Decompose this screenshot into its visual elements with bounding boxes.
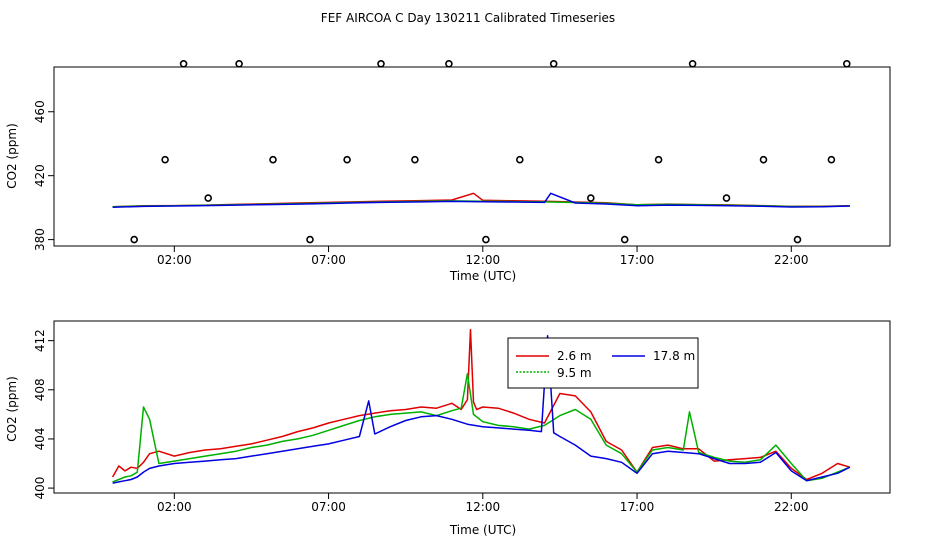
panel-top-outlier-point: [722, 194, 731, 202]
panel-top-frame: [53, 66, 891, 247]
panel-top-outlier-point: [688, 59, 697, 68]
legend-label-17-8m: 17.8 m: [653, 349, 695, 363]
panel-top-outlier-point: [306, 235, 314, 244]
panel-top-outlier-point: [204, 194, 212, 202]
figure-title: FEF AIRCOA C Day 130211 Calibrated Times…: [321, 11, 615, 25]
panel-top-y-axis: 380 420 460: [33, 100, 54, 251]
panel-bottom-series-2-6-m: [111, 328, 851, 481]
panel-top-x-label: Time (UTC): [449, 269, 516, 283]
panel-top-x-axis: 02:00 07:00 12:00 17:00 22:00: [157, 246, 809, 267]
panel-top-outlier-point: [793, 235, 802, 244]
panel-bottom-y-tick-label: 408: [33, 378, 47, 401]
panel-top-outlier-point: [586, 194, 595, 202]
panel-top-series: [112, 192, 850, 208]
panel-top-x-tick-label: 07:00: [311, 253, 346, 267]
panel-bottom-y-tick-label: 412: [33, 329, 47, 352]
panel-top-outlier-point: [161, 155, 169, 164]
panel-top-outlier-point: [130, 235, 138, 244]
panel-top-outlier-point: [179, 59, 188, 68]
panel-top-x-tick-label: 17:00: [620, 253, 655, 267]
panel-top-outlier-point: [827, 155, 836, 164]
panel-top-y-tick-label: 380: [33, 228, 47, 251]
panel-top-outlier-point: [411, 155, 419, 164]
panel-top-y-tick-label: 460: [33, 100, 47, 123]
panel-top-outlier-point: [515, 155, 524, 164]
panel-top-outlier-point: [620, 235, 629, 244]
legend-label-2-6m: 2.6 m: [557, 349, 592, 363]
panel-top-outlier-point: [445, 59, 453, 68]
legend-box: [507, 337, 699, 389]
panel-top-outlier-point: [269, 155, 277, 164]
panel-top-x-tick-label: 02:00: [157, 253, 192, 267]
panel-top-outlier-point: [759, 155, 768, 164]
panel-bottom: 02:00 07:00 12:00 17:00 22:00 400 404 408 412 T…: [5, 320, 891, 537]
panel-bottom-frame: [53, 320, 891, 494]
panel-bottom-y-tick-label: 404: [33, 427, 47, 450]
panel-top-outliers: [130, 59, 851, 244]
panel-top-y-tick-label: 420: [33, 164, 47, 187]
panel-bottom-x-tick-label: 07:00: [311, 500, 346, 514]
panel-top-outlier-point: [549, 59, 558, 68]
panel-top-outlier-point: [343, 155, 351, 164]
panel-top-outlier-point: [842, 59, 851, 68]
panel-top-series-17-8-m: [112, 192, 850, 208]
panel-top-y-label: CO2 (ppm): [5, 123, 19, 189]
panel-bottom-x-tick-label: 22:00: [774, 500, 809, 514]
panel-bottom-series: [111, 328, 851, 484]
panel-bottom-x-label: Time (UTC): [449, 523, 516, 537]
panel-top-x-tick-label: 12:00: [466, 253, 501, 267]
legend-label-9-5m: 9.5 m: [557, 366, 592, 380]
panel-top-outlier-point: [235, 59, 243, 68]
panel-bottom-y-tick-label: 400: [33, 477, 47, 500]
panel-top-outlier-point: [654, 155, 663, 164]
panel-bottom-series-9-5-m: [112, 373, 851, 483]
panel-bottom-y-label: CO2 (ppm): [5, 376, 19, 442]
panel-bottom-x-tick-label: 02:00: [157, 500, 192, 514]
panel-bottom-x-axis: 02:00 07:00 12:00 17:00 22:00: [157, 493, 809, 514]
panel-bottom-y-axis: 400 404 408 412: [33, 329, 54, 500]
panel-top-outlier-point: [377, 59, 385, 68]
panel-bottom-series-17-8-m: [112, 334, 851, 484]
panel-top-outlier-point: [482, 235, 490, 244]
panel-top-x-tick-label: 22:00: [774, 253, 809, 267]
panel-bottom-x-tick-label: 12:00: [466, 500, 501, 514]
legend: 2.6 m 17.8 m 9.5 m: [507, 337, 699, 389]
panel-top: 02:00 07:00 12:00 17:00 22:00 380 420 460 Time…: [5, 59, 891, 283]
panel-bottom-x-tick-label: 17:00: [620, 500, 655, 514]
